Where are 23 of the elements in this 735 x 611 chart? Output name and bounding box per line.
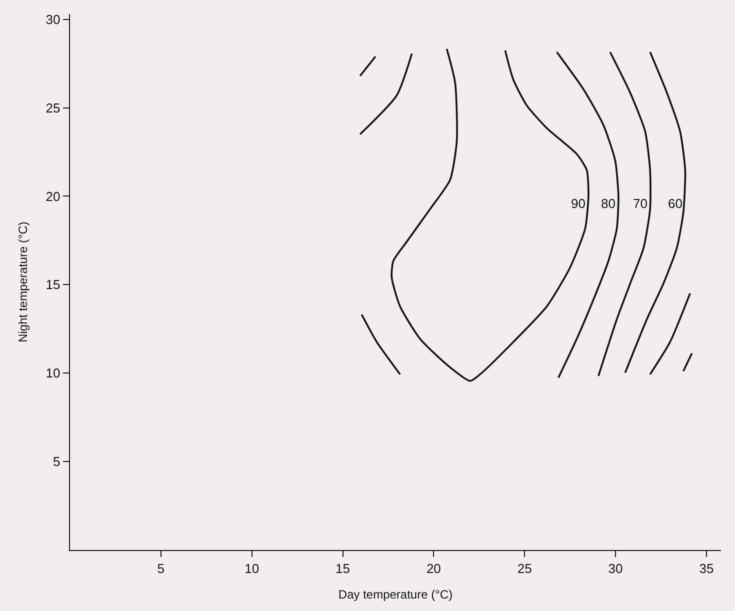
annotation: 80 [601,196,616,211]
x-tick-label: 25 [517,560,532,576]
y-tick-label: 20 [46,188,60,204]
x-tick-label: 10 [244,560,260,576]
x-tick-label: 20 [426,560,441,576]
x-axis-title: Day temperature (°C) [338,588,453,602]
line-series [390,48,590,382]
line-series [556,51,620,379]
y-tick-label: 30 [46,12,60,27]
annotation: 60 [668,196,682,211]
line-series [598,51,652,377]
x-tick-label: 35 [699,560,714,576]
y-tick-label: 10 [46,366,60,381]
y-tick-label: 15 [46,277,60,292]
y-tick-label: 5 [53,454,60,470]
annotation: 70 [633,196,648,211]
line-series [624,51,686,374]
x-tick-label: 5 [157,560,165,576]
x-tick-label: 15 [336,560,350,576]
x-tick-label: 30 [608,560,623,576]
annotation: 90 [571,196,586,211]
y-axis-title: Night temperature (°C) [16,222,30,342]
y-tick-label: 25 [46,100,60,116]
